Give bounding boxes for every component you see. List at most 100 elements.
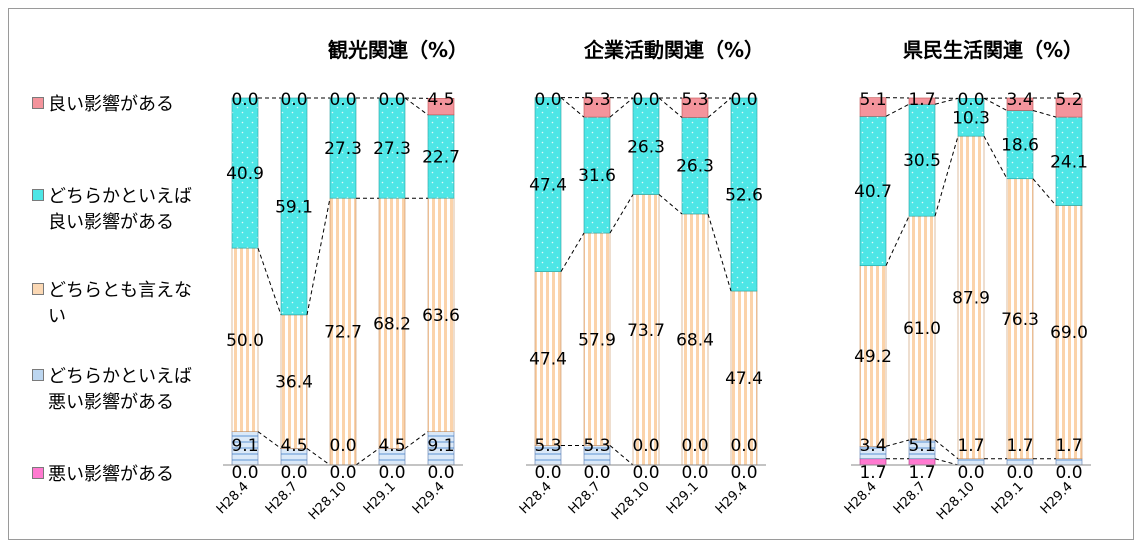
category-tick-label: H28.4 bbox=[214, 479, 252, 517]
bar-segment-somewhat-good bbox=[859, 116, 887, 267]
bar-segment-neutral bbox=[583, 232, 611, 446]
bar-segment-neutral bbox=[329, 197, 357, 466]
data-label-bad: 1.7 bbox=[908, 463, 935, 483]
bar-segment-somewhat-bad bbox=[427, 431, 455, 466]
data-label-neutral: 68.4 bbox=[676, 330, 714, 350]
category-tick-label: H28.4 bbox=[842, 479, 880, 517]
data-label-somewhat-good: 27.3 bbox=[373, 139, 411, 159]
data-label-neutral: 50.0 bbox=[226, 331, 264, 351]
data-label-good: 0.0 bbox=[231, 90, 258, 110]
data-label-somewhat-good: 47.4 bbox=[529, 176, 567, 196]
data-label-bad: 1.7 bbox=[859, 463, 886, 483]
connector-line bbox=[707, 213, 732, 292]
data-label-bad: 0.0 bbox=[583, 463, 610, 483]
data-label-somewhat-bad: 1.7 bbox=[957, 436, 984, 456]
bar-segment-somewhat-good bbox=[632, 97, 660, 195]
legend-swatch-somewhat-bad bbox=[32, 369, 44, 381]
bar-segment-neutral bbox=[534, 271, 562, 446]
bar-segment-somewhat-good bbox=[1006, 110, 1034, 180]
legend-swatch-neutral bbox=[32, 283, 44, 295]
chart-title: 企業活動関連（%） bbox=[583, 38, 764, 62]
connector-line bbox=[609, 97, 634, 118]
data-label-somewhat-bad: 1.7 bbox=[1055, 436, 1082, 456]
category-tick-label: H28.4 bbox=[517, 479, 555, 517]
connector-line bbox=[658, 97, 683, 118]
data-label-bad: 0.0 bbox=[1006, 463, 1033, 483]
data-label-neutral: 73.7 bbox=[627, 321, 665, 341]
data-label-somewhat-good: 24.1 bbox=[1050, 152, 1088, 172]
bar-segment-neutral bbox=[632, 194, 660, 466]
connector-line bbox=[404, 97, 429, 116]
connector-line bbox=[1032, 109, 1057, 118]
bar-segment-somewhat-good bbox=[908, 103, 936, 217]
data-label-neutral: 57.9 bbox=[578, 330, 616, 350]
bar-segment-somewhat-good bbox=[957, 98, 985, 137]
bar-segment-somewhat-good bbox=[583, 116, 611, 234]
data-label-bad: 0.0 bbox=[534, 463, 561, 483]
connector-line bbox=[885, 215, 910, 266]
data-label-somewhat-bad: 3.4 bbox=[859, 436, 886, 456]
bar-segment-somewhat-good bbox=[534, 97, 562, 272]
connector-line bbox=[404, 431, 429, 449]
data-label-somewhat-bad: 9.1 bbox=[427, 436, 454, 456]
category-tick-label: H29.1 bbox=[664, 479, 702, 517]
data-label-neutral: 76.3 bbox=[1001, 310, 1039, 330]
data-label-bad: 0.0 bbox=[427, 463, 454, 483]
data-label-somewhat-good: 31.6 bbox=[578, 166, 616, 186]
data-label-somewhat-bad: 0.0 bbox=[329, 436, 356, 456]
bar-segment-somewhat-good bbox=[730, 97, 758, 292]
bar-segment-neutral bbox=[730, 290, 758, 466]
chart-panel-1: 観光関連（%） 0.0 9.1 50.0 40.9 0.0 0.0 4.5 36.4 59.1 0.… bbox=[214, 38, 468, 523]
connector-line bbox=[560, 97, 585, 118]
data-label-neutral: 72.7 bbox=[324, 323, 362, 343]
connector-line bbox=[257, 247, 282, 316]
category-tick-label: H29.4 bbox=[1038, 479, 1076, 517]
bar-segment-neutral bbox=[859, 265, 887, 447]
bar-segment-good bbox=[859, 97, 887, 117]
data-label-good: 4.5 bbox=[427, 90, 454, 110]
bar-segment-neutral bbox=[378, 197, 406, 449]
category-tick-label: H29.4 bbox=[410, 479, 448, 517]
data-label-somewhat-bad: 5.3 bbox=[583, 436, 610, 456]
data-label-somewhat-bad: 5.3 bbox=[534, 436, 561, 456]
category-tick-label: H29.4 bbox=[713, 479, 751, 517]
legend-label-bad: 悪い影響がある bbox=[48, 464, 174, 485]
data-label-somewhat-bad: 1.7 bbox=[1006, 436, 1033, 456]
data-label-bad: 0.0 bbox=[378, 463, 405, 483]
bar-segment-neutral bbox=[1055, 205, 1083, 460]
legend-item-somewhat-good: どちらかといえば 良い影響がある bbox=[32, 184, 248, 236]
connector-line bbox=[983, 135, 1008, 179]
data-label-bad: 0.0 bbox=[280, 463, 307, 483]
category-tick-label: H28.10 bbox=[934, 479, 978, 523]
chart-panel-3: 県民生活関連（%） 1.7 3.4 49.2 40.7 5.1 1.7 5.1 61.0 30.5… bbox=[842, 38, 1091, 523]
bar-segment-good bbox=[681, 97, 709, 118]
data-label-somewhat-good: 18.6 bbox=[1001, 136, 1039, 156]
data-label-somewhat-bad: 0.0 bbox=[632, 436, 659, 456]
data-label-good: 0.0 bbox=[534, 90, 561, 110]
data-label-neutral: 49.2 bbox=[854, 347, 892, 367]
data-label-somewhat-good: 26.3 bbox=[676, 157, 714, 177]
data-label-somewhat-bad: 0.0 bbox=[730, 436, 757, 456]
data-label-bad: 0.0 bbox=[231, 463, 258, 483]
data-label-bad: 0.0 bbox=[730, 463, 757, 483]
connector-line bbox=[934, 458, 959, 466]
data-label-somewhat-bad: 4.5 bbox=[280, 436, 307, 456]
bar-segment-somewhat-good bbox=[378, 97, 406, 199]
data-label-neutral: 68.2 bbox=[373, 314, 411, 334]
legend-label-good: 良い影響がある bbox=[48, 94, 174, 115]
data-label-good: 5.3 bbox=[681, 90, 708, 110]
bar-segment-neutral bbox=[280, 314, 308, 449]
connector-line bbox=[934, 136, 959, 217]
data-label-somewhat-good: 22.7 bbox=[422, 148, 460, 168]
category-tick-label: H28.10 bbox=[609, 479, 653, 523]
legend-swatch-somewhat-good bbox=[32, 189, 44, 201]
chart-title: 県民生活関連（%） bbox=[903, 38, 1083, 62]
data-label-good: 0.0 bbox=[730, 90, 757, 110]
connector-line bbox=[560, 232, 585, 272]
data-label-bad: 0.0 bbox=[681, 463, 708, 483]
data-label-bad: 0.0 bbox=[329, 463, 356, 483]
connector-line bbox=[609, 445, 634, 466]
legend-label-neutral: どちらとも言えな い bbox=[48, 280, 192, 327]
data-label-good: 0.0 bbox=[378, 90, 405, 110]
bar-segment-neutral bbox=[427, 197, 455, 432]
